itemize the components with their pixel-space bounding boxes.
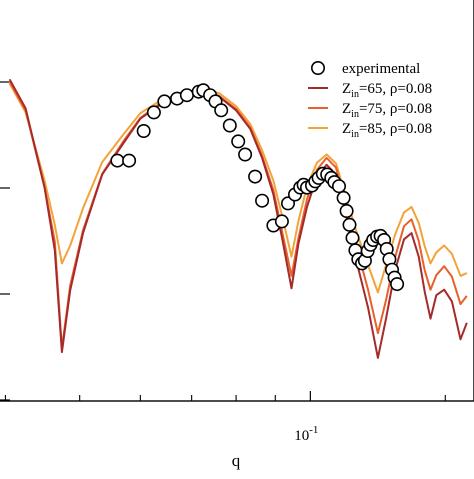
data-point [214,103,229,118]
data-point [248,169,263,184]
legend-label: Zin=85, ρ=0.08 [342,121,432,140]
data-point [331,179,346,194]
axis-ticks [0,81,446,401]
legend-label-rest: =85, ρ=0.08 [359,121,432,137]
legend-label: Zin=75, ρ=0.08 [342,101,432,120]
legend-label-subscript: in [351,89,359,100]
legend-label: experimental [342,61,420,77]
data-point [255,193,270,208]
data-point [146,105,161,120]
tick-labels: 10-1 [294,424,318,444]
data-point [342,217,357,232]
data-point [122,153,137,168]
data-point [110,153,125,168]
x-tick-label-exponent: -1 [309,424,318,436]
series-points [110,83,405,292]
data-point [222,118,237,133]
data-point [231,134,246,149]
series-line-65 [8,78,468,359]
legend-label-main: Z [342,81,351,97]
legend-label-subscript: in [351,129,359,140]
series-lines [8,78,468,359]
legend-label-main: experimental [342,61,420,77]
legend-label-subscript: in [351,109,359,120]
data-point [274,214,289,229]
data-point [390,277,405,292]
x-tick-label: 10-1 [294,424,318,444]
data-point [339,204,354,219]
series-line-85 [8,82,468,294]
legend-label-main: Z [342,101,351,117]
data-point [336,190,351,205]
data-point [179,88,194,103]
legend-label: Zin=65, ρ=0.08 [342,81,432,100]
legend-label-rest: =75, ρ=0.08 [359,101,432,117]
data-point [136,124,151,139]
data-point [238,147,253,162]
legend-label-rest: =65, ρ=0.08 [359,81,432,97]
legend-marker [310,60,325,75]
data-point [345,230,360,245]
x-tick-label-base: 10 [294,428,309,444]
x-axis-label: q [232,451,241,470]
legend-label-main: Z [342,121,351,137]
data-point [157,94,172,109]
